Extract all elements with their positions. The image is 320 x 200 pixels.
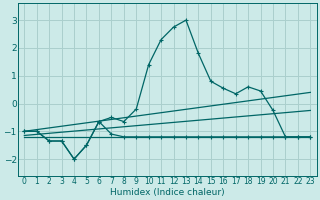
X-axis label: Humidex (Indice chaleur): Humidex (Indice chaleur): [110, 188, 225, 197]
